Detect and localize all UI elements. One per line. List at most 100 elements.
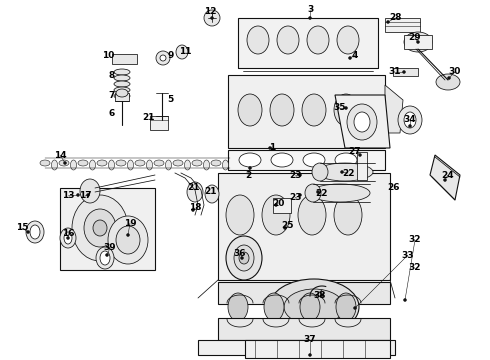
Ellipse shape	[298, 194, 301, 197]
Ellipse shape	[354, 112, 370, 132]
Ellipse shape	[154, 160, 164, 166]
FancyBboxPatch shape	[238, 18, 378, 68]
Ellipse shape	[277, 26, 299, 54]
Ellipse shape	[222, 160, 228, 170]
Ellipse shape	[26, 221, 44, 243]
Text: 16: 16	[62, 229, 74, 238]
Ellipse shape	[211, 160, 221, 166]
Ellipse shape	[166, 160, 171, 170]
Ellipse shape	[114, 69, 130, 75]
FancyBboxPatch shape	[393, 68, 418, 76]
Ellipse shape	[307, 26, 329, 54]
Ellipse shape	[116, 160, 126, 166]
Ellipse shape	[309, 354, 312, 356]
Ellipse shape	[226, 195, 254, 235]
Text: 11: 11	[179, 48, 191, 57]
Text: 36: 36	[234, 248, 246, 257]
Ellipse shape	[80, 179, 100, 203]
Ellipse shape	[347, 104, 377, 140]
Ellipse shape	[114, 87, 130, 93]
FancyBboxPatch shape	[218, 282, 390, 304]
FancyBboxPatch shape	[228, 150, 385, 170]
Ellipse shape	[116, 89, 128, 97]
Text: 17: 17	[79, 192, 91, 201]
FancyBboxPatch shape	[273, 198, 291, 213]
Ellipse shape	[309, 17, 312, 19]
Text: 26: 26	[387, 184, 399, 193]
Ellipse shape	[320, 293, 323, 297]
FancyBboxPatch shape	[228, 75, 385, 148]
Ellipse shape	[64, 162, 67, 165]
Text: 12: 12	[204, 8, 216, 17]
Ellipse shape	[64, 232, 72, 244]
Ellipse shape	[239, 153, 261, 167]
FancyBboxPatch shape	[357, 152, 367, 180]
FancyBboxPatch shape	[218, 318, 390, 340]
Ellipse shape	[97, 160, 107, 166]
Ellipse shape	[135, 160, 145, 166]
Ellipse shape	[30, 225, 40, 239]
Text: 38: 38	[314, 291, 326, 300]
Text: 8: 8	[109, 71, 115, 80]
Ellipse shape	[105, 253, 108, 256]
Ellipse shape	[60, 228, 76, 248]
Ellipse shape	[192, 208, 195, 211]
Text: 13: 13	[62, 190, 74, 199]
Ellipse shape	[114, 75, 130, 81]
Ellipse shape	[353, 306, 357, 310]
Text: 22: 22	[315, 189, 327, 198]
Ellipse shape	[173, 160, 183, 166]
Text: 33: 33	[402, 251, 414, 260]
Ellipse shape	[108, 216, 148, 264]
Ellipse shape	[96, 247, 114, 269]
Ellipse shape	[204, 10, 220, 26]
Ellipse shape	[211, 17, 214, 19]
Ellipse shape	[317, 163, 373, 181]
Ellipse shape	[234, 245, 254, 271]
Ellipse shape	[116, 226, 140, 254]
Ellipse shape	[40, 160, 50, 166]
Polygon shape	[198, 340, 395, 355]
Ellipse shape	[416, 40, 419, 44]
Ellipse shape	[108, 160, 115, 170]
Ellipse shape	[312, 163, 328, 181]
Text: 35: 35	[334, 104, 346, 112]
Ellipse shape	[348, 57, 351, 59]
Polygon shape	[430, 155, 460, 200]
Text: 10: 10	[102, 51, 114, 60]
Ellipse shape	[409, 125, 412, 127]
Ellipse shape	[241, 256, 244, 260]
Text: 30: 30	[449, 68, 461, 77]
Ellipse shape	[447, 77, 450, 80]
Text: 7: 7	[109, 91, 115, 100]
Ellipse shape	[26, 230, 29, 234]
Ellipse shape	[51, 160, 57, 170]
Text: 5: 5	[167, 95, 173, 104]
Ellipse shape	[402, 71, 406, 73]
Ellipse shape	[387, 21, 390, 23]
Ellipse shape	[298, 174, 301, 176]
Text: 14: 14	[54, 150, 66, 159]
Text: 20: 20	[272, 198, 284, 207]
Ellipse shape	[302, 94, 326, 126]
Text: 37: 37	[304, 336, 317, 345]
Ellipse shape	[341, 171, 343, 174]
Ellipse shape	[72, 195, 128, 261]
Ellipse shape	[300, 293, 320, 321]
Text: 4: 4	[352, 50, 358, 59]
Text: 29: 29	[409, 33, 421, 42]
Ellipse shape	[303, 153, 325, 167]
Ellipse shape	[78, 160, 88, 166]
Text: 19: 19	[123, 219, 136, 228]
Ellipse shape	[270, 94, 294, 126]
Text: 9: 9	[168, 51, 174, 60]
Ellipse shape	[247, 26, 269, 54]
Ellipse shape	[67, 237, 70, 239]
Ellipse shape	[274, 203, 277, 207]
Ellipse shape	[226, 236, 262, 280]
Ellipse shape	[239, 252, 249, 264]
Ellipse shape	[100, 251, 110, 265]
FancyBboxPatch shape	[60, 188, 155, 270]
Ellipse shape	[90, 160, 96, 170]
Polygon shape	[385, 85, 403, 133]
